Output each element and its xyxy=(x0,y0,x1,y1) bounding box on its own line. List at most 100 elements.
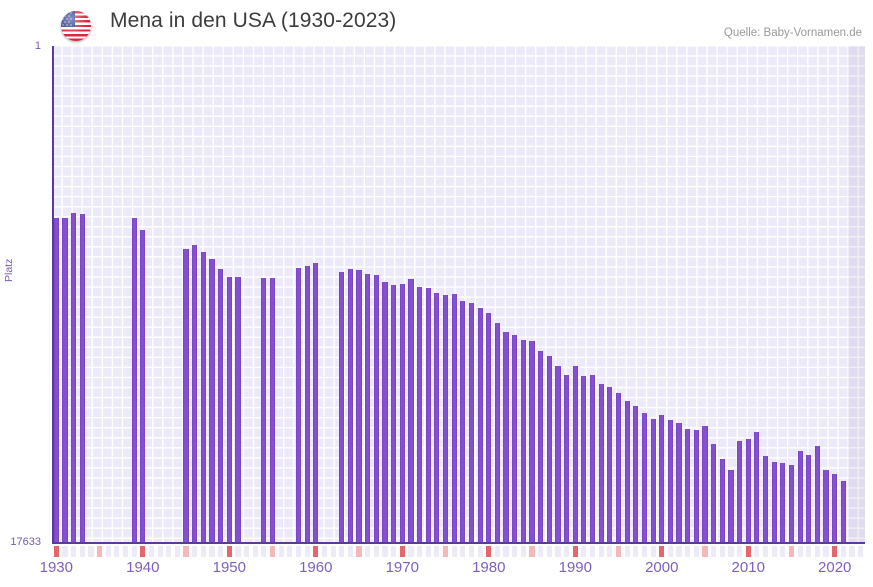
x-tick xyxy=(131,546,137,557)
x-tick xyxy=(806,546,812,557)
x-tick xyxy=(538,546,544,557)
bar[interactable] xyxy=(659,414,665,544)
bar[interactable] xyxy=(183,249,189,544)
bar[interactable] xyxy=(754,432,760,544)
bar[interactable] xyxy=(486,312,492,544)
bar[interactable] xyxy=(598,384,604,544)
bar[interactable] xyxy=(269,277,276,544)
bar[interactable] xyxy=(434,293,440,544)
bar[interactable] xyxy=(538,350,544,544)
x-tick xyxy=(122,546,129,557)
x-tick xyxy=(157,546,163,557)
bar[interactable] xyxy=(780,463,786,544)
bar[interactable] xyxy=(702,425,708,544)
bar[interactable] xyxy=(140,229,146,544)
bar[interactable] xyxy=(814,446,821,544)
bar[interactable] xyxy=(512,334,518,544)
bar[interactable] xyxy=(797,450,803,544)
x-tick xyxy=(166,546,172,557)
bar[interactable] xyxy=(832,473,838,544)
bar[interactable] xyxy=(218,269,224,544)
bar[interactable] xyxy=(313,263,319,544)
x-tick xyxy=(589,546,596,557)
bar[interactable] xyxy=(581,376,587,544)
bar[interactable] xyxy=(226,277,232,544)
x-axis-label-1950: 1950 xyxy=(212,559,246,576)
bar[interactable] xyxy=(451,293,457,544)
x-tick xyxy=(780,546,786,557)
bar[interactable] xyxy=(399,284,405,544)
bar[interactable] xyxy=(555,366,561,544)
x-tick xyxy=(564,546,570,557)
bar[interactable] xyxy=(53,218,59,544)
bar[interactable] xyxy=(391,285,397,544)
bar[interactable] xyxy=(261,277,267,544)
bar[interactable] xyxy=(589,374,596,544)
bar[interactable] xyxy=(520,340,526,544)
bar[interactable] xyxy=(667,419,673,544)
bar[interactable] xyxy=(823,470,829,544)
bar[interactable] xyxy=(339,271,345,544)
x-tick-major xyxy=(572,546,578,557)
bar[interactable] xyxy=(650,418,656,544)
bar[interactable] xyxy=(745,438,751,544)
bar[interactable] xyxy=(771,461,777,544)
bar[interactable] xyxy=(546,356,552,544)
bar[interactable] xyxy=(382,282,388,544)
bar[interactable] xyxy=(503,331,509,544)
bar[interactable] xyxy=(62,217,68,544)
bar[interactable] xyxy=(304,266,310,544)
bar[interactable] xyxy=(416,286,423,544)
bar[interactable] xyxy=(737,441,743,544)
bar[interactable] xyxy=(373,275,379,544)
bar[interactable] xyxy=(442,294,449,544)
bar[interactable] xyxy=(347,268,353,544)
y-axis-bottom-value: 17633 xyxy=(10,536,41,548)
bar[interactable] xyxy=(719,458,725,544)
bar[interactable] xyxy=(711,444,717,544)
x-axis-label-1990: 1990 xyxy=(558,559,592,576)
x-tick xyxy=(391,546,397,557)
x-tick-minor xyxy=(788,546,795,557)
x-tick xyxy=(200,546,206,557)
x-tick xyxy=(339,546,345,557)
bar[interactable] xyxy=(762,455,769,544)
bar[interactable] xyxy=(71,213,77,544)
bar[interactable] xyxy=(295,267,302,544)
bar[interactable] xyxy=(840,480,846,544)
bar[interactable] xyxy=(79,214,85,544)
bar[interactable] xyxy=(235,277,241,544)
bar[interactable] xyxy=(408,279,414,544)
bar[interactable] xyxy=(209,259,215,544)
bar[interactable] xyxy=(460,300,466,544)
x-tick xyxy=(347,546,353,557)
bar[interactable] xyxy=(633,405,639,544)
x-tick xyxy=(365,546,371,557)
bar[interactable] xyxy=(728,469,734,544)
bar[interactable] xyxy=(624,401,630,544)
bar[interactable] xyxy=(641,413,648,544)
x-tick xyxy=(330,546,336,557)
x-tick xyxy=(79,546,85,557)
bar[interactable] xyxy=(356,269,362,544)
x-tick-major xyxy=(399,546,405,557)
bar[interactable] xyxy=(468,303,475,544)
bar[interactable] xyxy=(365,274,371,544)
bar[interactable] xyxy=(494,323,501,544)
bar[interactable] xyxy=(676,422,682,544)
bar[interactable] xyxy=(200,251,206,544)
bar[interactable] xyxy=(806,454,812,544)
bar[interactable] xyxy=(615,393,622,544)
bar[interactable] xyxy=(529,341,535,544)
bar[interactable] xyxy=(131,217,137,544)
bar[interactable] xyxy=(685,428,691,544)
bar[interactable] xyxy=(564,374,570,544)
bar[interactable] xyxy=(788,464,795,544)
bar[interactable] xyxy=(572,365,578,544)
bar[interactable] xyxy=(693,430,699,544)
bar[interactable] xyxy=(477,308,483,544)
bar[interactable] xyxy=(607,386,613,544)
bar[interactable] xyxy=(192,244,198,544)
bar[interactable] xyxy=(425,287,431,544)
x-tick-minor xyxy=(442,546,449,557)
